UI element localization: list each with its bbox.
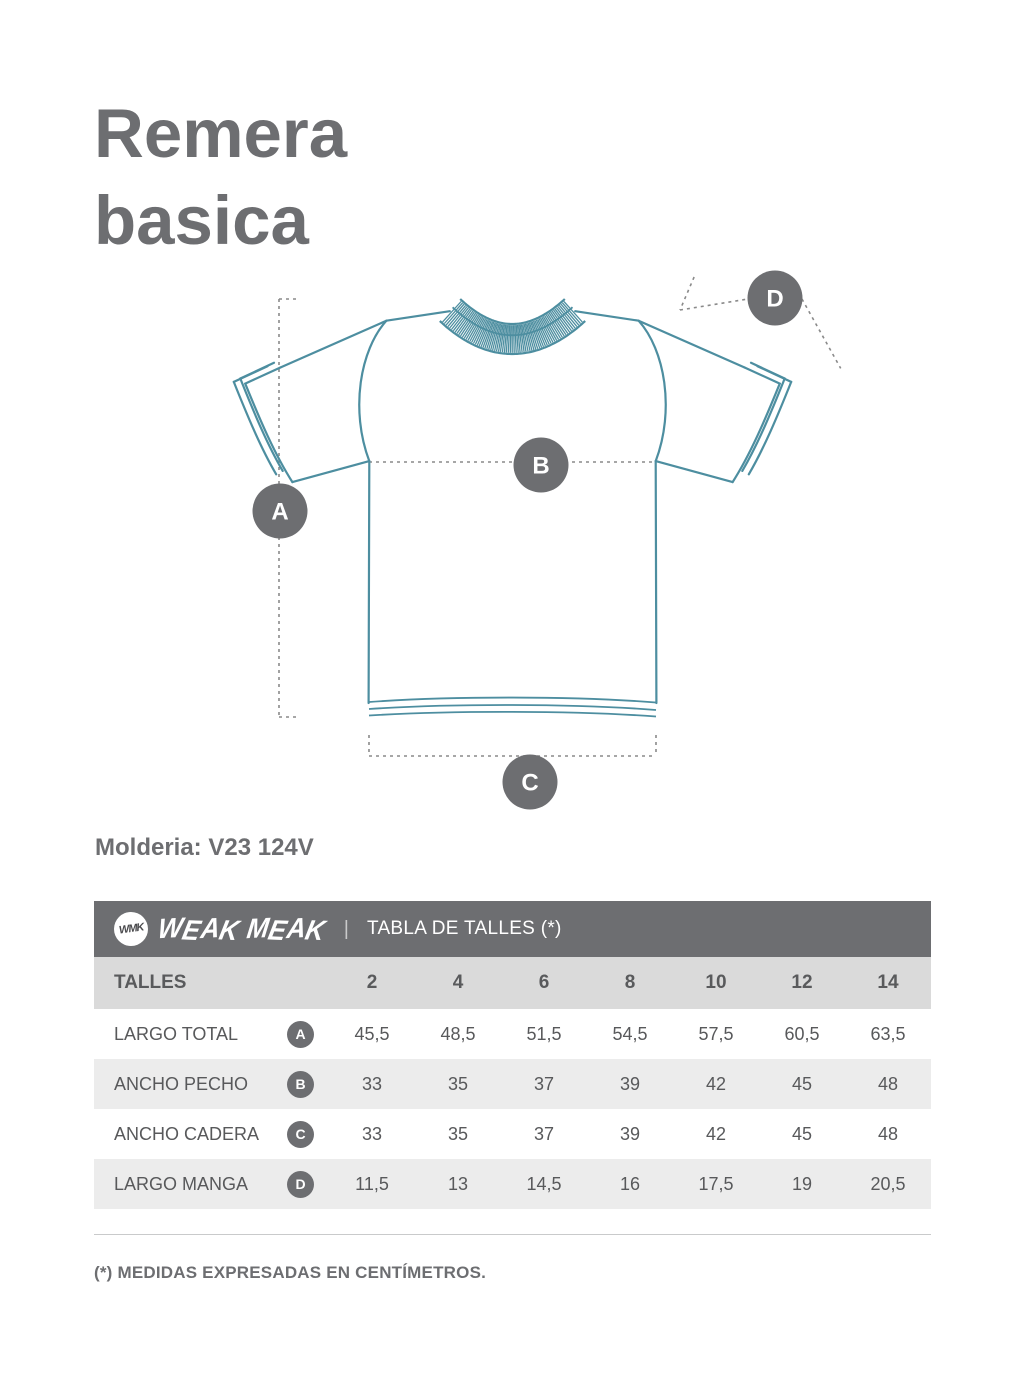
svg-text:A: A — [271, 499, 288, 526]
svg-text:C: C — [521, 770, 538, 797]
svg-text:D: D — [766, 286, 783, 313]
svg-text:B: B — [532, 453, 549, 480]
